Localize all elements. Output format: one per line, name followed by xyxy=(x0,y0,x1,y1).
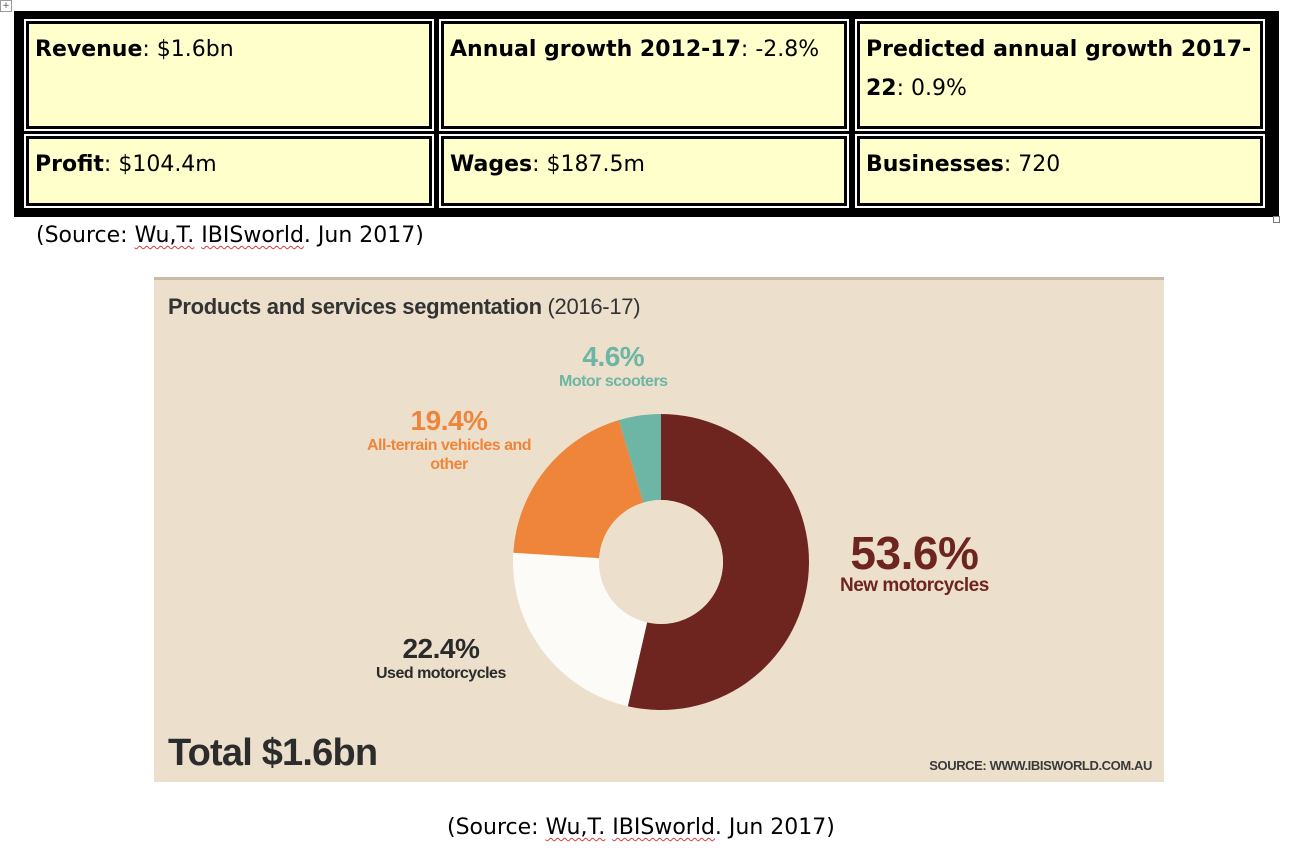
figure-title-text: Products and services segmentation xyxy=(168,294,542,319)
donut-slice-used-motorcycles xyxy=(513,552,648,707)
table-move-handle[interactable]: + xyxy=(0,0,12,12)
segment-percent: 19.4% xyxy=(410,405,488,436)
stat-label: Revenue xyxy=(35,37,143,62)
source-publisher: IBISworld xyxy=(612,815,715,840)
segmentation-figure: Products and services segmentation (2016… xyxy=(154,277,1164,782)
donut-slice-motor-scooters xyxy=(618,414,661,503)
stat-label: Wages xyxy=(450,152,533,177)
segment-name: All-terrain vehicles and other xyxy=(366,437,532,473)
stat-cell-wages: Wages: $187.5m xyxy=(439,134,849,208)
segment-name: New motorcycles xyxy=(840,575,989,596)
stat-value: $104.4m xyxy=(118,152,217,177)
stat-label: Annual growth 2012-17 xyxy=(450,37,741,62)
segment-percent: 22.4% xyxy=(402,633,480,664)
stat-label: Predicted annual growth 2017-22 xyxy=(866,37,1252,101)
label-all-terrain: 19.4% All-terrain vehicles and other xyxy=(359,406,539,474)
label-motor-scooters: 4.6% Motor scooters xyxy=(559,342,668,391)
table-resize-handle[interactable] xyxy=(1273,216,1280,223)
source-publisher: IBISworld xyxy=(201,223,304,248)
stat-label: Businesses xyxy=(866,152,1004,177)
figure-title: Products and services segmentation (2016… xyxy=(168,294,641,320)
industry-stats-table: Revenue: $1.6bn Annual growth 2012-17: -… xyxy=(14,11,1279,217)
source-author: Wu,T. xyxy=(134,223,195,248)
label-new-motorcycles: 53.6% New motorcycles xyxy=(840,530,989,595)
donut-chart xyxy=(513,414,809,710)
source-prefix: (Source: xyxy=(36,223,135,248)
segment-percent: 53.6% xyxy=(850,527,979,579)
stat-cell-predicted-growth: Predicted annual growth 2017-22: 0.9% xyxy=(855,19,1265,131)
stat-value: 720 xyxy=(1018,152,1061,177)
donut-slice-new-motorcycles xyxy=(627,414,809,710)
chart-source-credit: SOURCE: WWW.IBISWORLD.COM.AU xyxy=(929,758,1152,773)
figure-source-caption: (Source: Wu,T. IBISworld. Jun 2017) xyxy=(447,815,835,841)
figure-period: (2016-17) xyxy=(547,294,641,319)
source-date: . Jun 2017) xyxy=(303,223,424,248)
segment-name: Motor scooters xyxy=(559,373,668,390)
stat-value: $187.5m xyxy=(546,152,645,177)
donut-hole xyxy=(599,500,723,624)
label-used-motorcycles: 22.4% Used motorcycles xyxy=(376,634,506,683)
donut-slice-all-terrain-vehicles-and-other xyxy=(513,420,644,559)
stat-cell-revenue: Revenue: $1.6bn xyxy=(24,19,434,131)
stat-value: 0.9% xyxy=(911,76,967,101)
source-prefix: (Source: xyxy=(447,815,546,840)
stat-cell-profit: Profit: $104.4m xyxy=(24,134,434,208)
segment-name: Used motorcycles xyxy=(376,665,506,682)
stat-value: $1.6bn xyxy=(156,37,234,62)
chart-total: Total $1.6bn xyxy=(168,732,378,774)
source-date: . Jun 2017) xyxy=(714,815,835,840)
segment-percent: 4.6% xyxy=(582,341,645,372)
table-source-caption: (Source: Wu,T. IBISworld. Jun 2017) xyxy=(36,223,424,249)
stat-cell-annual-growth: Annual growth 2012-17: -2.8% xyxy=(439,19,849,131)
stat-label: Profit xyxy=(35,152,104,177)
source-author: Wu,T. xyxy=(545,815,606,840)
stat-cell-businesses: Businesses: 720 xyxy=(855,134,1265,208)
stat-value: -2.8% xyxy=(755,37,820,62)
